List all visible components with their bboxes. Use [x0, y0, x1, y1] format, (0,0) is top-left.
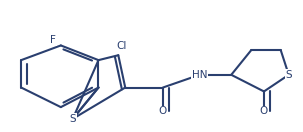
- Text: S: S: [285, 70, 292, 80]
- Text: S: S: [69, 114, 76, 124]
- Text: HN: HN: [192, 70, 207, 80]
- Text: O: O: [159, 106, 167, 116]
- Text: Cl: Cl: [116, 41, 126, 51]
- Text: O: O: [260, 106, 268, 116]
- Text: F: F: [51, 35, 56, 45]
